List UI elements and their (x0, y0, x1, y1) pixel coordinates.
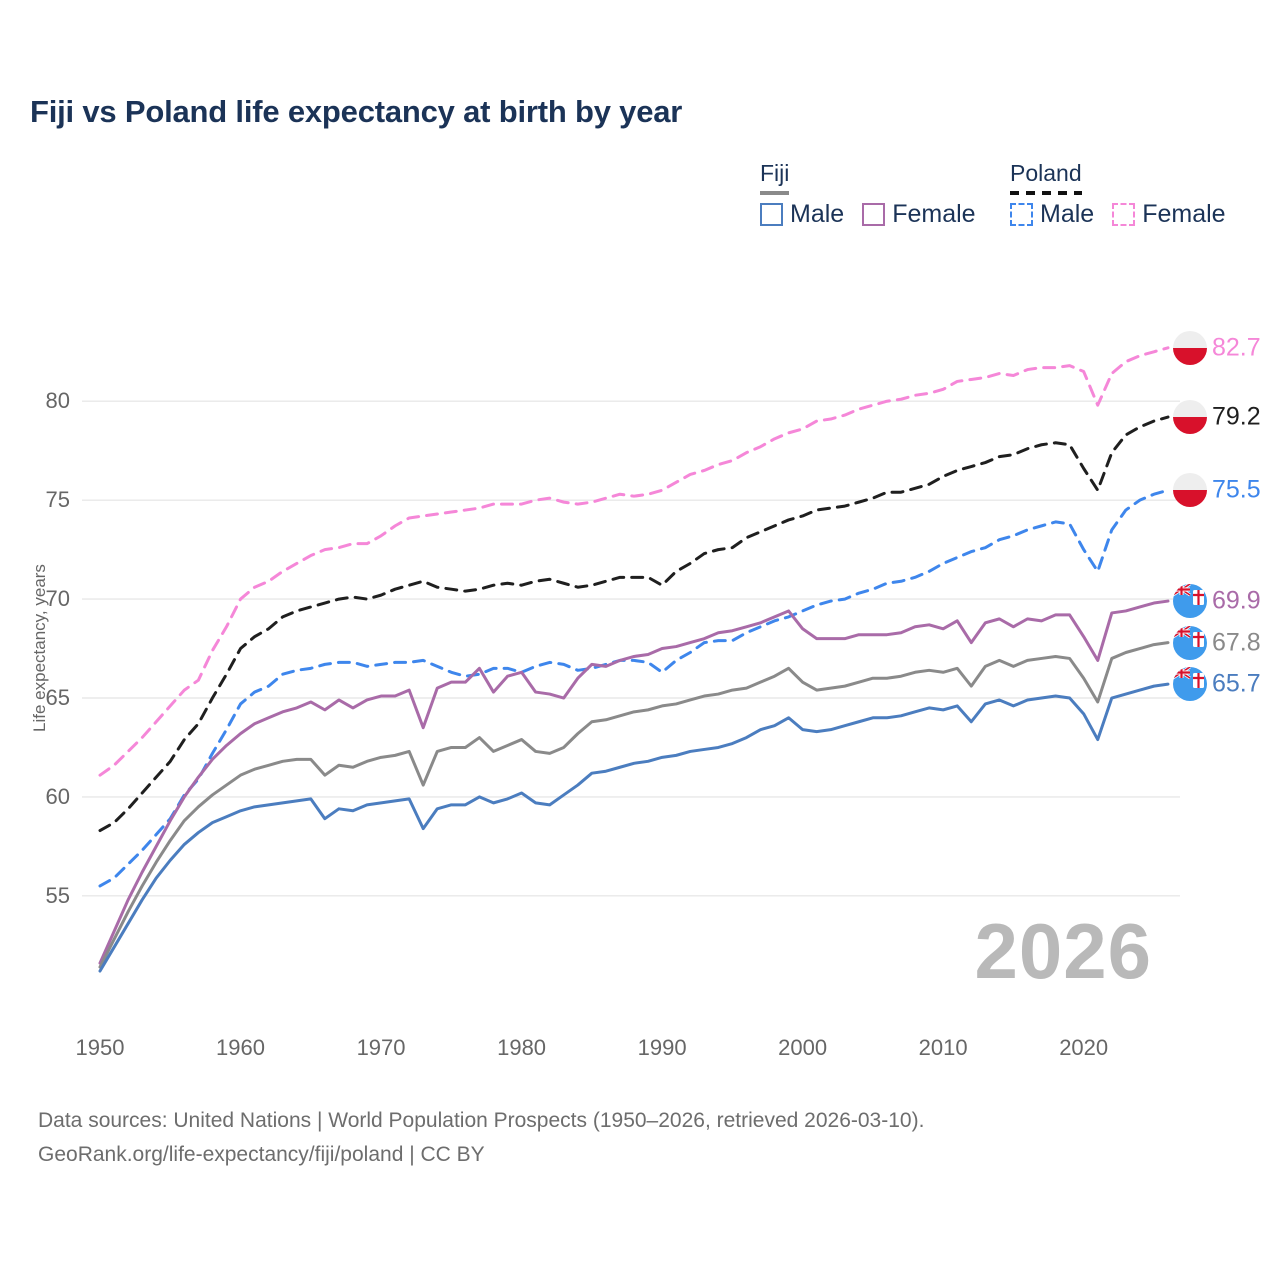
page-title: Fiji vs Poland life expectancy at birth … (30, 94, 683, 129)
y-tick-label: 55 (45, 882, 70, 908)
x-tick-label: 1980 (497, 1035, 547, 1060)
legend-item-label: Male (790, 200, 845, 228)
series-line-poland-male (98, 488, 1170, 888)
end-value-label-fiji-male: 65.7 (1212, 669, 1261, 698)
legend-group-title: Poland (1010, 160, 1082, 186)
x-tick-label: 2010 (918, 1035, 968, 1060)
poland-flag-icon (1173, 330, 1207, 365)
series-line-fiji-total (98, 641, 1170, 969)
y-tick-label: 80 (45, 388, 70, 414)
footer-data-sources: Data sources: United Nations | World Pop… (38, 1109, 925, 1132)
legend-item-poland-male[interactable]: Male (1010, 200, 1094, 229)
y-tick-label: 60 (45, 783, 70, 809)
fiji-flag-icon (1173, 667, 1207, 702)
series-line-fiji-male (98, 682, 1170, 973)
poland-flag-icon (1173, 473, 1207, 508)
y-axis-title: Life expectancy, years (30, 564, 49, 732)
legend-item-label: Female (892, 200, 976, 228)
legend-swatch-icon (862, 203, 886, 226)
chart-legend: Fiji Male Female Poland Male Female (760, 160, 1260, 240)
legend-item-poland-female[interactable]: Female (1112, 200, 1226, 229)
x-tick-label: 2020 (1059, 1035, 1109, 1060)
end-value-label-poland-female: 82.7 (1212, 333, 1261, 362)
legend-group-rule (760, 191, 790, 195)
footer-attribution: GeoRank.org/life-expectancy/fiji/poland … (38, 1143, 485, 1167)
series-line-poland-total (98, 415, 1170, 833)
legend-swatch-icon (1112, 203, 1136, 226)
legend-item-fiji-female[interactable]: Female (862, 200, 976, 229)
x-tick-label: 2000 (778, 1035, 828, 1060)
legend-swatch-icon (1010, 203, 1033, 226)
legend-swatch-icon (760, 203, 783, 226)
legend-group-rule (1010, 191, 1082, 195)
fiji-flag-icon (1173, 584, 1207, 619)
legend-group-title: Fiji (760, 160, 790, 186)
legend-group-poland: Poland Male Female (1010, 160, 1226, 228)
end-value-label-poland-total: 79.2 (1212, 402, 1261, 431)
series-line-poland-female (98, 346, 1170, 777)
y-tick-label: 70 (45, 586, 70, 612)
legend-group-fiji: Fiji Male Female (760, 160, 976, 228)
legend-item-fiji-male[interactable]: Male (760, 200, 844, 229)
year-watermark: 2026 (974, 907, 1152, 995)
legend-item-label: Female (1142, 200, 1226, 228)
y-tick-label: 75 (45, 487, 70, 513)
x-tick-label: 1950 (75, 1035, 125, 1060)
series-line-fiji-female (98, 599, 1170, 965)
x-tick-label: 1960 (216, 1035, 265, 1060)
legend-item-label: Male (1040, 200, 1095, 228)
fiji-flag-icon (1173, 625, 1207, 660)
y-tick-label: 65 (45, 685, 70, 710)
poland-flag-icon (1173, 400, 1207, 435)
x-tick-label: 1990 (637, 1035, 687, 1060)
end-value-label-fiji-total: 67.8 (1212, 628, 1261, 657)
end-value-label-poland-male: 75.5 (1212, 475, 1261, 504)
end-value-label-fiji-female: 69.9 (1212, 586, 1261, 615)
x-tick-label: 1970 (356, 1035, 406, 1060)
footer: Data sources: United Nations | World Pop… (38, 1104, 924, 1172)
